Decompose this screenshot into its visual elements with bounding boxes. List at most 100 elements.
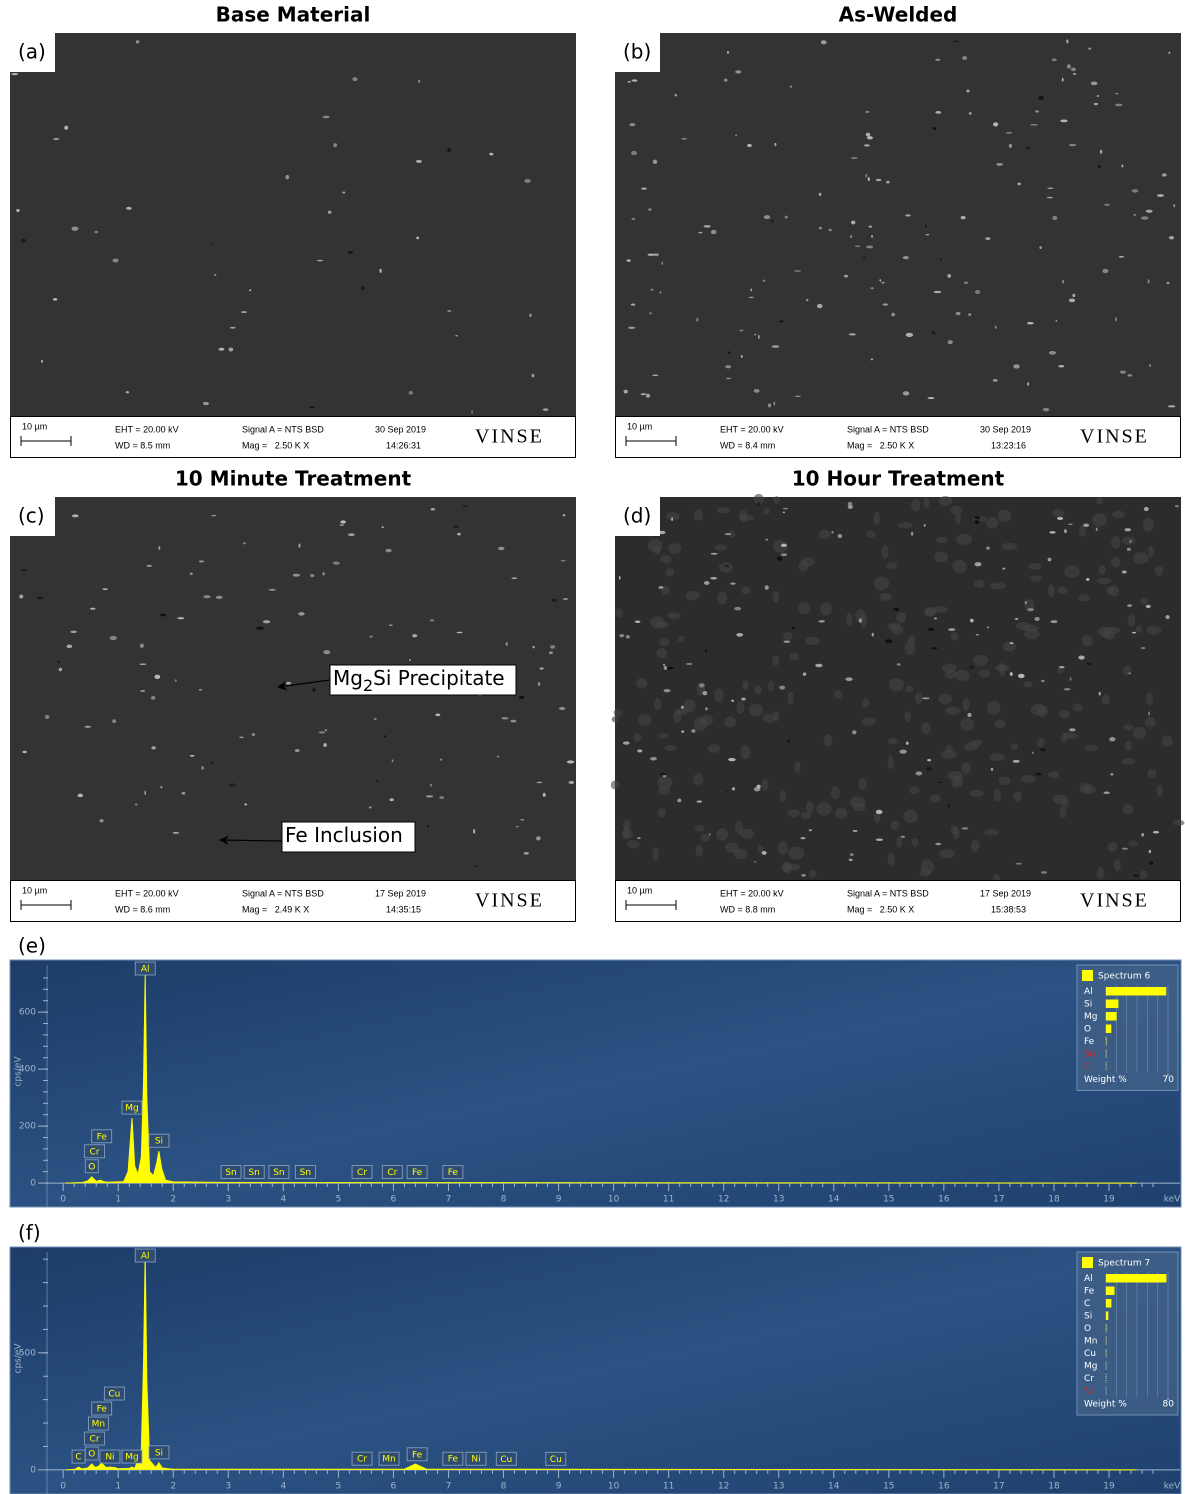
particle bbox=[726, 378, 731, 379]
texture bbox=[1173, 820, 1185, 826]
particle bbox=[787, 740, 790, 742]
texture bbox=[995, 719, 1006, 728]
particle bbox=[795, 396, 801, 398]
particle bbox=[1058, 365, 1064, 368]
particle bbox=[41, 360, 43, 363]
texture bbox=[990, 582, 1005, 589]
texture bbox=[668, 543, 681, 554]
particle bbox=[876, 810, 883, 814]
texture bbox=[614, 709, 622, 717]
texture bbox=[1146, 626, 1161, 635]
texture bbox=[936, 537, 948, 543]
particle bbox=[876, 179, 882, 181]
particle bbox=[328, 211, 332, 214]
particle bbox=[190, 572, 193, 575]
particle bbox=[1132, 632, 1136, 634]
particle bbox=[147, 565, 153, 567]
texture bbox=[1106, 587, 1114, 595]
particle bbox=[866, 246, 873, 249]
particle bbox=[754, 787, 761, 791]
particle bbox=[1141, 647, 1145, 649]
particle bbox=[249, 289, 252, 291]
particle bbox=[524, 852, 529, 854]
particle bbox=[966, 90, 969, 93]
particle bbox=[1052, 216, 1057, 220]
particle bbox=[158, 546, 160, 550]
texture bbox=[717, 591, 727, 604]
texture bbox=[881, 545, 888, 559]
texture bbox=[648, 539, 662, 552]
mag: Mag = 2.50 K X bbox=[847, 904, 914, 914]
texture bbox=[951, 825, 958, 834]
x-tick-label: 5 bbox=[336, 1195, 342, 1205]
x-tick-label: 3 bbox=[225, 1481, 231, 1491]
particle bbox=[462, 505, 467, 507]
particle bbox=[1035, 773, 1042, 776]
particle bbox=[1104, 204, 1110, 206]
particle bbox=[868, 225, 872, 227]
particle bbox=[725, 533, 731, 535]
texture bbox=[867, 531, 876, 538]
texture bbox=[1112, 511, 1124, 518]
particle bbox=[71, 226, 78, 230]
particle bbox=[765, 585, 769, 589]
particle bbox=[409, 659, 411, 661]
texture bbox=[942, 663, 957, 672]
particle bbox=[815, 664, 822, 667]
texture bbox=[694, 509, 704, 520]
particle bbox=[628, 327, 635, 329]
inset-bar bbox=[1106, 1274, 1166, 1283]
texture bbox=[695, 825, 705, 831]
particle bbox=[809, 829, 812, 831]
texture bbox=[986, 517, 999, 528]
page: Base Material(a)10 µmEHT = 20.00 kVWD = … bbox=[0, 0, 1185, 1494]
texture bbox=[734, 849, 747, 860]
particle bbox=[286, 682, 292, 685]
particle bbox=[1069, 299, 1075, 303]
x-tick-label: 19 bbox=[1103, 1195, 1115, 1205]
logo: VINSE bbox=[1080, 426, 1149, 448]
particle bbox=[333, 143, 337, 147]
particle bbox=[947, 274, 951, 278]
texture bbox=[1122, 537, 1136, 545]
texture bbox=[1098, 627, 1111, 637]
peak-label: Ni bbox=[471, 1455, 480, 1465]
texture bbox=[971, 840, 980, 852]
particle bbox=[427, 825, 429, 827]
particle bbox=[681, 731, 684, 733]
particle bbox=[903, 391, 910, 395]
texture bbox=[824, 734, 833, 746]
texture bbox=[749, 704, 763, 716]
peak-label: Cr bbox=[357, 1168, 367, 1178]
date: 17 Sep 2019 bbox=[375, 888, 426, 898]
particle bbox=[1104, 791, 1110, 794]
peak-label: Fe bbox=[412, 1168, 423, 1178]
particle bbox=[881, 282, 884, 284]
particle bbox=[1119, 256, 1124, 258]
particle bbox=[624, 390, 628, 394]
texture bbox=[1083, 785, 1096, 794]
inset-tick-label: 80 bbox=[1163, 1400, 1175, 1410]
particle bbox=[699, 683, 705, 687]
particle bbox=[632, 79, 638, 81]
x-tick-label: 14 bbox=[828, 1195, 840, 1205]
eht: EHT = 20.00 kV bbox=[115, 888, 179, 898]
particle bbox=[660, 773, 667, 776]
logo: VINSE bbox=[475, 426, 544, 448]
texture bbox=[799, 560, 809, 572]
particle bbox=[1168, 405, 1176, 407]
texture bbox=[974, 580, 985, 588]
texture bbox=[920, 869, 931, 877]
texture bbox=[940, 849, 955, 858]
peak-label: Cr bbox=[387, 1168, 397, 1178]
particle bbox=[851, 221, 855, 225]
particle bbox=[970, 619, 974, 623]
x-tick-label: 8 bbox=[501, 1195, 507, 1205]
particle bbox=[736, 633, 743, 637]
particle bbox=[190, 755, 194, 757]
particle bbox=[84, 726, 91, 728]
particle bbox=[1173, 204, 1175, 207]
particle bbox=[1027, 322, 1034, 324]
particle bbox=[569, 781, 575, 784]
particle bbox=[23, 751, 27, 754]
